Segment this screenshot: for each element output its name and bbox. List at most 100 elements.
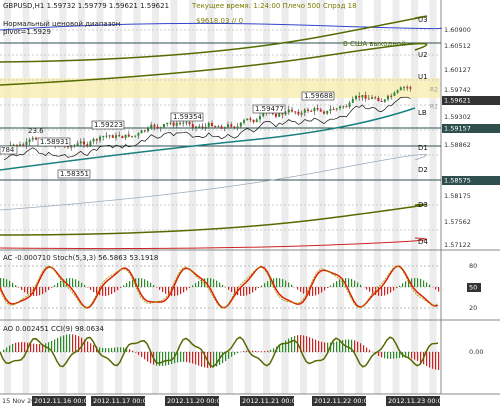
time-box [386,396,440,406]
cci-line [0,336,439,368]
candle-body [278,113,281,117]
candle-body [281,113,284,115]
candle-body [364,95,367,99]
candle-body [198,126,201,128]
candle-body [313,108,316,112]
candle-body [233,126,236,129]
price-tick: 1.59157 [444,125,471,133]
ao-bar [129,349,131,352]
ac-bar [420,279,422,287]
level-label: U1 [418,73,428,81]
price-axis: 1.60900 1.60512 1.60127 1.59742 1.59621 … [442,26,500,249]
ac-bar [396,287,398,289]
price-mark: 1.59477 [255,105,284,113]
candle-body [249,118,252,120]
ao-bar [9,345,11,352]
candle-body [19,144,21,147]
ac-bar [288,282,290,287]
ao-bar [417,352,419,361]
ac-bar [138,278,140,287]
ao-bar [126,348,128,352]
ac-bar [45,287,47,293]
ac-bar [180,287,182,295]
ao-bar [336,341,338,352]
pivot-label: R1 [430,104,438,111]
candle-body [28,139,31,142]
ac-bar [417,278,419,287]
ac-bar [105,287,107,296]
candle-body [355,96,357,100]
ao-bar [99,347,101,352]
ao-bar [57,337,59,352]
candle-body [243,120,245,123]
ac-bar [369,287,371,292]
ac-bar [75,279,77,287]
pivot-label: R2 [430,87,438,94]
ao-bar [33,343,35,352]
ao-bar [180,352,182,363]
ac-bar [390,287,392,293]
level-label: D3 [418,201,428,209]
ao-bar [327,342,329,352]
level-label: U2 [418,51,428,59]
ac-bar [102,287,104,296]
ac-bar [327,287,329,289]
time-tick: 2012.11.16 00:00 [34,397,92,405]
ao-bar [72,334,74,352]
ac-bar [261,285,263,287]
ao-bar [210,352,212,368]
ac-bar [39,287,41,296]
ac-bar [21,287,23,290]
time-box [240,396,294,406]
ao-bar [282,342,284,352]
ao-bar [285,340,287,352]
ao-bar [195,352,197,365]
ao-bar [213,352,215,368]
ao-bar [306,336,308,352]
price-mark: 1.59354 [173,113,202,121]
ao-bar [294,335,296,352]
ao-bar [186,352,188,363]
ao-bar [177,352,179,363]
ao-bar [189,352,191,363]
candle-body [399,87,402,91]
ac-bar [78,280,80,287]
candle-body [175,122,178,126]
ac-bar [270,279,272,287]
ao-bar [291,337,293,352]
ao-bar [132,350,134,352]
session-stripe [411,0,418,394]
candle-body [323,111,325,114]
ac-bar [414,278,416,287]
candle-body [393,92,396,96]
ac-bar [372,287,374,294]
osc-tick: 50 [469,284,477,292]
ac-bar [342,278,344,287]
price-mark-box [57,169,91,179]
ac-bar [192,285,194,287]
ac-bar [333,283,335,287]
candle-body [403,87,405,89]
ao-bar [303,335,305,352]
ao-bar [51,340,53,352]
candle-body [374,97,377,99]
ao-bar [171,352,173,365]
ac-bar [132,279,134,287]
price-mark-box [252,104,286,114]
ao-bar [333,342,335,352]
time-tick: 2012.11.21 00:00 [242,397,300,405]
ao-bar [366,347,368,352]
ao-bar [360,343,362,352]
time-box [32,396,86,406]
candle-body [377,98,380,101]
candle-body [319,109,322,112]
ao-bar [267,350,269,352]
candle-body [348,102,351,107]
ac-bar [246,287,248,296]
candle-body [262,112,265,117]
ao-bar [387,352,389,359]
candle-body [220,126,223,129]
candle-body [83,141,85,145]
candle-body [367,98,370,100]
